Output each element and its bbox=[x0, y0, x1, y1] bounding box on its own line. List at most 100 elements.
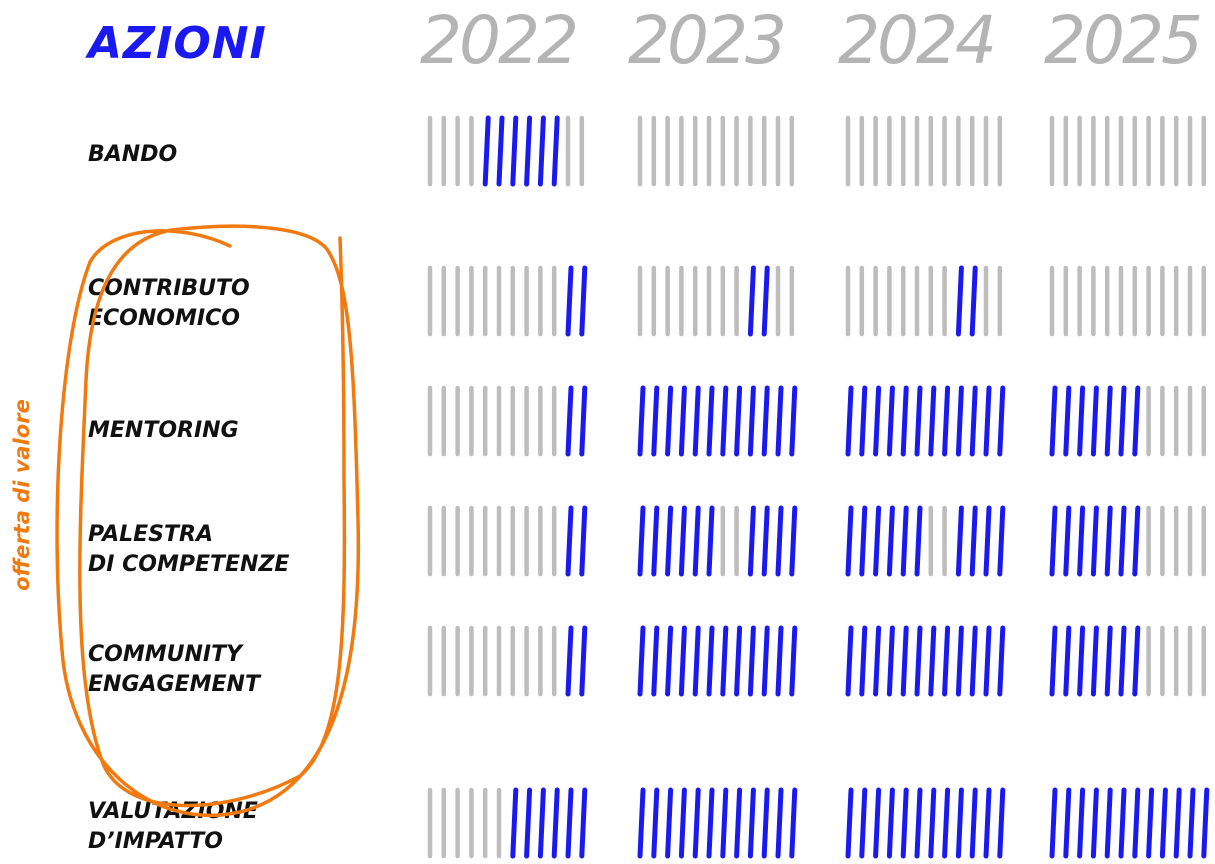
month-tick-active bbox=[955, 787, 964, 859]
month-tick-active bbox=[665, 505, 674, 577]
month-tick-active bbox=[983, 787, 992, 859]
month-tick-active bbox=[789, 505, 798, 577]
month-tick-active bbox=[873, 787, 882, 859]
month-tick-active bbox=[761, 265, 770, 337]
month-tick-active bbox=[845, 787, 854, 859]
month-tick-active bbox=[914, 385, 923, 457]
month-tick-active bbox=[900, 625, 909, 697]
month-tick-active bbox=[720, 385, 729, 457]
month-tick-active bbox=[1104, 385, 1113, 457]
month-tick-active bbox=[955, 385, 964, 457]
month-tick-active bbox=[1132, 385, 1141, 457]
month-tick-active bbox=[524, 787, 533, 859]
month-tick-active bbox=[845, 385, 854, 457]
month-tick-active bbox=[997, 385, 1006, 457]
month-tick-active bbox=[665, 385, 674, 457]
month-tick-active bbox=[579, 505, 588, 577]
month-tick-active bbox=[969, 625, 978, 697]
month-tick-active bbox=[845, 625, 854, 697]
month-tick-active bbox=[565, 625, 574, 697]
month-tick-active bbox=[1132, 505, 1141, 577]
month-tick-active bbox=[678, 505, 687, 577]
month-tick-active bbox=[969, 787, 978, 859]
month-tick-active bbox=[720, 625, 729, 697]
month-tick-active bbox=[651, 385, 660, 457]
month-tick-active bbox=[886, 385, 895, 457]
month-tick-active bbox=[1063, 625, 1072, 697]
month-tick-active bbox=[579, 787, 588, 859]
month-tick-active bbox=[775, 787, 784, 859]
year-label-2025: 2025 bbox=[1044, 2, 1203, 79]
month-tick-active bbox=[900, 505, 909, 577]
row-label-bando: BANDO bbox=[88, 142, 178, 167]
month-tick-active bbox=[579, 385, 588, 457]
month-tick-active bbox=[1077, 505, 1086, 577]
month-tick-active bbox=[969, 265, 978, 337]
month-tick-active bbox=[720, 787, 729, 859]
month-tick-active bbox=[706, 625, 715, 697]
month-tick-active bbox=[496, 115, 505, 187]
month-tick-active bbox=[969, 385, 978, 457]
month-tick-active bbox=[1077, 787, 1086, 859]
month-tick-active bbox=[1132, 625, 1141, 697]
month-tick-active bbox=[873, 385, 882, 457]
month-tick-active bbox=[789, 787, 798, 859]
month-tick-active bbox=[1118, 625, 1127, 697]
month-tick-active bbox=[942, 625, 951, 697]
month-tick-active bbox=[1118, 385, 1127, 457]
month-tick-active bbox=[983, 625, 992, 697]
month-tick-active bbox=[551, 115, 560, 187]
month-tick-active bbox=[983, 385, 992, 457]
month-tick-active bbox=[873, 505, 882, 577]
month-tick-active bbox=[1090, 385, 1099, 457]
month-tick-active bbox=[1159, 787, 1168, 859]
month-tick-active bbox=[678, 787, 687, 859]
month-tick-active bbox=[734, 385, 743, 457]
month-tick-active bbox=[1049, 787, 1058, 859]
month-tick-active bbox=[565, 265, 574, 337]
month-tick-active bbox=[775, 385, 784, 457]
month-tick-active bbox=[1090, 625, 1099, 697]
month-tick-active bbox=[942, 787, 951, 859]
month-tick-active bbox=[928, 625, 937, 697]
month-tick-active bbox=[928, 787, 937, 859]
month-tick-active bbox=[886, 787, 895, 859]
month-tick-active bbox=[873, 625, 882, 697]
month-tick-active bbox=[565, 787, 574, 859]
month-tick-active bbox=[1146, 787, 1155, 859]
month-tick-active bbox=[969, 505, 978, 577]
month-tick-active bbox=[747, 505, 756, 577]
month-tick-active bbox=[579, 625, 588, 697]
month-tick-active bbox=[524, 115, 533, 187]
month-tick-active bbox=[747, 385, 756, 457]
month-tick-active bbox=[1118, 505, 1127, 577]
month-tick-active bbox=[706, 787, 715, 859]
month-tick-active bbox=[692, 625, 701, 697]
month-tick-active bbox=[565, 505, 574, 577]
month-tick-active bbox=[1118, 787, 1127, 859]
month-tick-active bbox=[1090, 505, 1099, 577]
month-tick-active bbox=[1077, 385, 1086, 457]
month-tick-active bbox=[692, 787, 701, 859]
year-label-2024: 2024 bbox=[838, 2, 997, 79]
month-tick-active bbox=[665, 625, 674, 697]
month-tick-active bbox=[1201, 787, 1210, 859]
month-tick-active bbox=[859, 787, 868, 859]
month-tick-active bbox=[942, 385, 951, 457]
month-tick-active bbox=[1049, 505, 1058, 577]
month-tick-active bbox=[914, 505, 923, 577]
month-tick-active bbox=[789, 385, 798, 457]
month-tick-active bbox=[1063, 385, 1072, 457]
month-tick-active bbox=[914, 625, 923, 697]
month-tick-active bbox=[900, 385, 909, 457]
month-tick-active bbox=[886, 505, 895, 577]
month-tick-active bbox=[1104, 505, 1113, 577]
month-tick-active bbox=[651, 625, 660, 697]
month-tick-active bbox=[914, 787, 923, 859]
month-tick-active bbox=[761, 505, 770, 577]
month-tick-active bbox=[651, 505, 660, 577]
month-tick-active bbox=[1104, 625, 1113, 697]
row-label-community-engagement: COMMUNITY ENGAGEMENT bbox=[88, 642, 260, 697]
month-tick-active bbox=[1063, 787, 1072, 859]
